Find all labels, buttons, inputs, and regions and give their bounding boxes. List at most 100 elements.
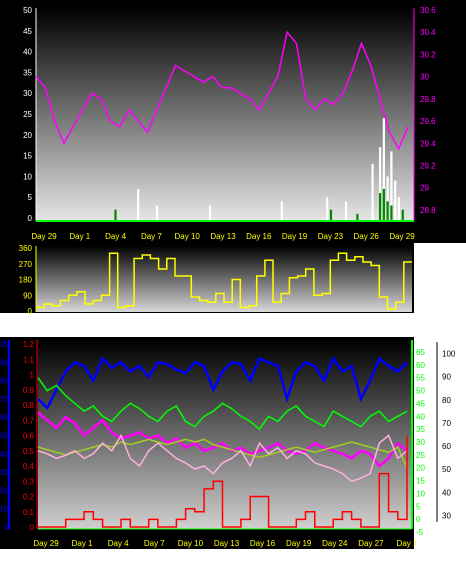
left-tick-label: 180 [19, 276, 33, 285]
left-tick-label: 25 [23, 110, 32, 119]
right-tick-label: 29.2 [420, 161, 436, 170]
left-tick-label: 10 [23, 172, 32, 181]
plot-area [36, 8, 414, 221]
black-tick-label: 50 [442, 465, 451, 474]
green-tick-label: 45 [416, 399, 425, 408]
x-tick-label: Day 29 [389, 232, 415, 241]
green-tick-label: 55 [416, 374, 425, 383]
right-tick-label: 30.4 [420, 28, 436, 37]
x-tick-label: Day 13 [210, 232, 236, 241]
green-tick-label: 25 [416, 451, 425, 460]
x-tick-label: Day 7 [141, 232, 162, 241]
green-tick-label: 35 [416, 425, 425, 434]
red-tick-label: 0.3 [23, 477, 35, 486]
chart-pressure-rain: 0 5 10 15 20 25 30 35 40 45 50 28.8 29 29.2 29.4 29.6 29… [0, 0, 466, 243]
x-tick-label: Day 26 [354, 232, 380, 241]
blue-tick-label: 80 [0, 377, 9, 386]
left-tick-label: 20 [23, 131, 32, 140]
left-tick-label: 0 [28, 307, 33, 316]
rain-rate-bar [386, 176, 389, 220]
green-tick-label: 5 [416, 502, 421, 511]
blue-tick-label: 40 [0, 450, 9, 459]
rain-rate-bar [280, 201, 283, 220]
right-tick-label: 29.4 [420, 139, 436, 148]
x-tick-label: Day 27 [358, 539, 384, 548]
green-tick-label: 10 [416, 489, 425, 498]
red-tick-label: 0 [30, 523, 35, 532]
x-tick-label: Day 4 [108, 539, 129, 548]
blue-tick-label: 70 [0, 395, 9, 404]
x-tick-label: Day 19 [282, 232, 308, 241]
x-tick-label: Day 19 [286, 539, 312, 548]
blue-tick-label: 90 [0, 358, 9, 367]
right-tick-label: 28.8 [420, 206, 436, 215]
rain-rate-bar [378, 147, 382, 220]
rain-rate-bar [371, 163, 374, 220]
blue-tick-label: 50 [0, 432, 9, 441]
right-tick-label: 30.6 [420, 6, 436, 15]
x-tick-label: Day 10 [178, 539, 204, 548]
rain-total-bar [382, 188, 385, 220]
red-line [38, 435, 408, 528]
blue-tick-label: 10 [0, 505, 9, 514]
blue-tick-label: 60 [0, 413, 9, 422]
left-tick-label: 50 [23, 6, 32, 15]
rain-rate-bar [397, 197, 401, 220]
x-tick-label: Day 29 [33, 539, 59, 548]
rain-total-bar [356, 213, 359, 220]
rain-rate-bar [394, 180, 397, 220]
green-tick-label: 0 [416, 515, 421, 524]
rain-rate-bar [208, 205, 212, 220]
x-tick-label: Day 24 [322, 539, 348, 548]
black-tick-label: 30 [442, 511, 451, 520]
blue-tick-label: 30 [0, 468, 9, 477]
green-tick-label: 60 [416, 361, 425, 370]
red-tick-label: 0.4 [23, 462, 35, 471]
rain-rate-bar [390, 151, 393, 220]
green-tick-label: 30 [416, 438, 425, 447]
blue-tick-label: 20 [0, 486, 9, 495]
pressure-line [35, 30, 409, 151]
green-tick-label: -5 [416, 528, 424, 537]
black-tick-label: 100 [442, 350, 456, 359]
x-tick-label: Day 29 [31, 232, 57, 241]
x-tick-label: Day 16 [250, 539, 276, 548]
left-tick-label: 5 [28, 193, 33, 202]
red-tick-label: 1.1 [23, 355, 35, 364]
left-tick-label: 40 [23, 48, 32, 57]
green-tick-label: 50 [416, 387, 425, 396]
rain-total-bar [386, 201, 389, 220]
red-tick-label: 1 [30, 371, 35, 380]
left-tick-label: 35 [23, 68, 32, 77]
red-tick-label: 0.6 [23, 432, 35, 441]
magenta-line [37, 411, 408, 468]
right-tick-label: 29 [420, 184, 429, 193]
pink-line [37, 433, 408, 483]
right-tick-label: 29.8 [420, 95, 436, 104]
black-tick-label: 80 [442, 396, 451, 405]
right-tick-label: 30.2 [420, 50, 436, 59]
wind-direction-line [36, 252, 412, 311]
rain-total-bar [401, 209, 404, 220]
rain-rate-bar [155, 205, 159, 220]
x-tick-label: Day 1 [72, 539, 93, 548]
right-tick-label: 29.6 [420, 117, 436, 126]
rain-rate-bar [382, 118, 385, 220]
black-tick-label: 40 [442, 488, 451, 497]
red-tick-label: 0.7 [23, 416, 35, 425]
green-tick-label: 65 [416, 348, 425, 357]
left-tick-label: 30 [23, 89, 32, 98]
x-tick-label: Day 10 [175, 232, 201, 241]
left-tick-label: 270 [19, 260, 33, 269]
plot-area [38, 340, 411, 529]
rain-total-bar [114, 209, 117, 220]
left-tick-label: 15 [23, 152, 32, 161]
x-tick-label: Day 23 [318, 232, 344, 241]
yellowgreen-line [37, 438, 408, 469]
red-tick-label: 0.5 [23, 447, 35, 456]
chart-wind-direction: 0 90 180 270 360 [0, 243, 466, 318]
left-tick-label: 90 [23, 291, 32, 300]
red-tick-label: 0.1 [23, 508, 35, 517]
rain-total-bar [378, 193, 382, 220]
right-tick-label: 30 [420, 73, 429, 82]
